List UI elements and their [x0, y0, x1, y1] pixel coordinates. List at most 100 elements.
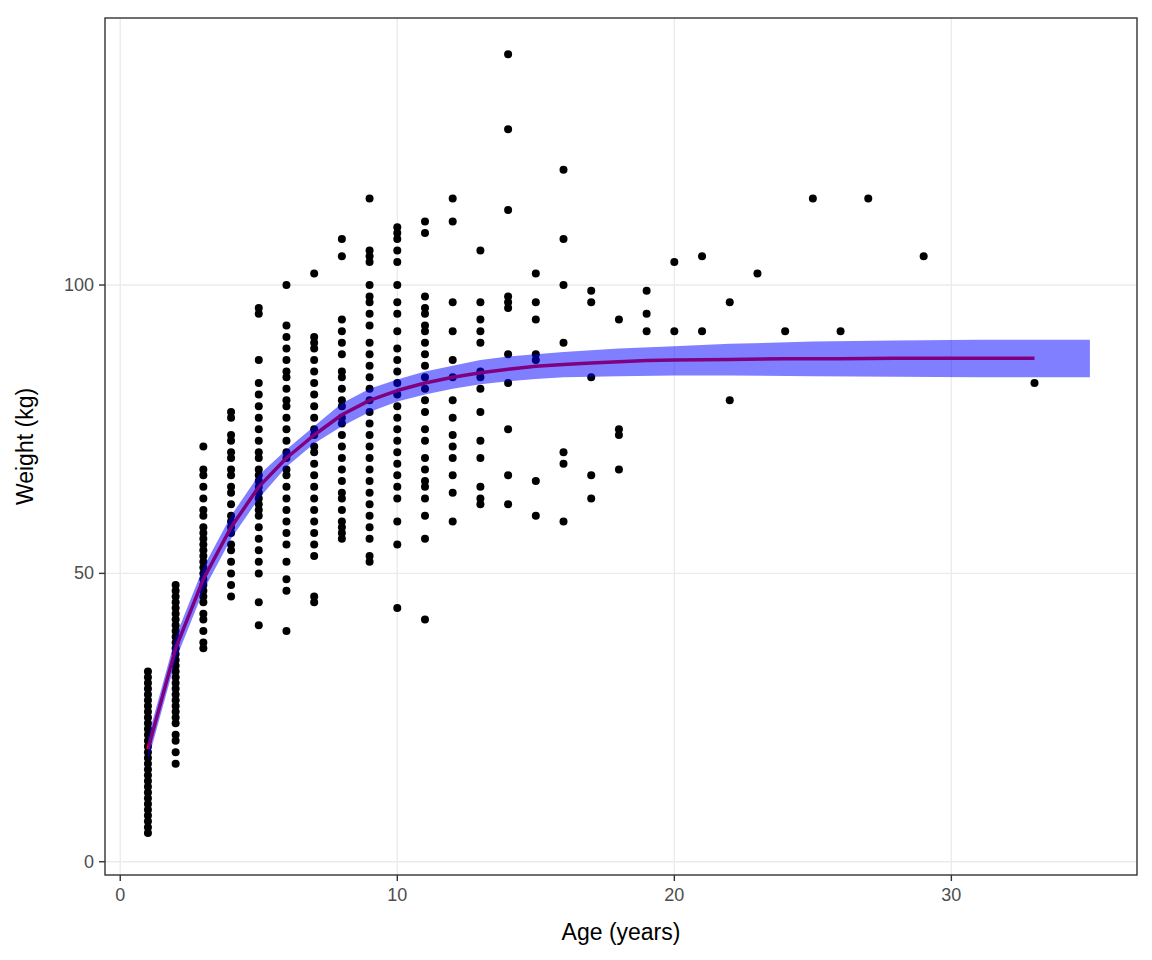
point: [310, 414, 318, 422]
point: [282, 333, 290, 341]
point: [421, 425, 429, 433]
point: [199, 443, 207, 451]
point: [310, 592, 318, 600]
confidence-band: [148, 340, 1090, 761]
point: [560, 235, 568, 243]
point: [255, 598, 263, 606]
point: [255, 621, 263, 629]
point: [310, 333, 318, 341]
point: [449, 431, 457, 439]
point: [449, 356, 457, 364]
point: [560, 448, 568, 456]
point: [393, 356, 401, 364]
point: [421, 535, 429, 543]
point: [310, 483, 318, 491]
point: [338, 339, 346, 347]
point: [560, 517, 568, 525]
point: [726, 298, 734, 306]
point: [366, 310, 374, 318]
point: [255, 425, 263, 433]
point: [310, 541, 318, 549]
point: [393, 281, 401, 289]
point: [560, 460, 568, 468]
point: [560, 281, 568, 289]
point: [504, 425, 512, 433]
point: [476, 246, 484, 254]
point: [227, 483, 235, 491]
point: [282, 627, 290, 635]
point: [366, 281, 374, 289]
point: [393, 298, 401, 306]
point: [199, 466, 207, 474]
grid-line: [674, 18, 675, 875]
point: [643, 287, 651, 295]
point: [393, 541, 401, 549]
point: [698, 252, 706, 260]
point: [227, 408, 235, 416]
point: [421, 477, 429, 485]
point: [366, 293, 374, 301]
point: [532, 477, 540, 485]
point: [532, 298, 540, 306]
point: [864, 195, 872, 203]
tick: [99, 861, 105, 862]
point: [476, 385, 484, 393]
fit-line: [148, 358, 1035, 749]
point: [282, 541, 290, 549]
point: [920, 252, 928, 260]
point: [393, 471, 401, 479]
point: [421, 350, 429, 358]
point: [421, 218, 429, 226]
point: [366, 350, 374, 358]
point: [670, 258, 678, 266]
point: [421, 616, 429, 624]
point: [393, 402, 401, 410]
point: [282, 575, 290, 583]
point: [615, 425, 623, 433]
point: [393, 223, 401, 231]
point: [338, 506, 346, 514]
point: [1030, 379, 1038, 387]
point: [282, 368, 290, 376]
point: [255, 437, 263, 445]
point: [172, 581, 180, 589]
point: [255, 402, 263, 410]
point: [587, 471, 595, 479]
point: [366, 431, 374, 439]
point: [366, 523, 374, 531]
point: [393, 483, 401, 491]
point: [421, 229, 429, 237]
point: [421, 437, 429, 445]
point: [366, 246, 374, 254]
point: [366, 512, 374, 520]
point: [393, 437, 401, 445]
point: [338, 517, 346, 525]
point: [366, 552, 374, 560]
point: [532, 316, 540, 324]
point: [282, 517, 290, 525]
grid-line: [105, 284, 1137, 285]
point: [643, 327, 651, 335]
point: [310, 517, 318, 525]
point: [282, 414, 290, 422]
point: [476, 298, 484, 306]
point: [227, 466, 235, 474]
point: [199, 627, 207, 635]
point: [366, 466, 374, 474]
point: [449, 396, 457, 404]
tick-label: 100: [64, 275, 94, 295]
point: [255, 558, 263, 566]
point: [255, 379, 263, 387]
point: [504, 293, 512, 301]
tick: [951, 875, 952, 881]
point: [587, 287, 595, 295]
point: [199, 483, 207, 491]
point: [310, 356, 318, 364]
point: [393, 368, 401, 376]
point: [227, 592, 235, 600]
point: [476, 494, 484, 502]
point: [338, 477, 346, 485]
point: [227, 569, 235, 577]
point: [504, 500, 512, 508]
point: [282, 529, 290, 537]
